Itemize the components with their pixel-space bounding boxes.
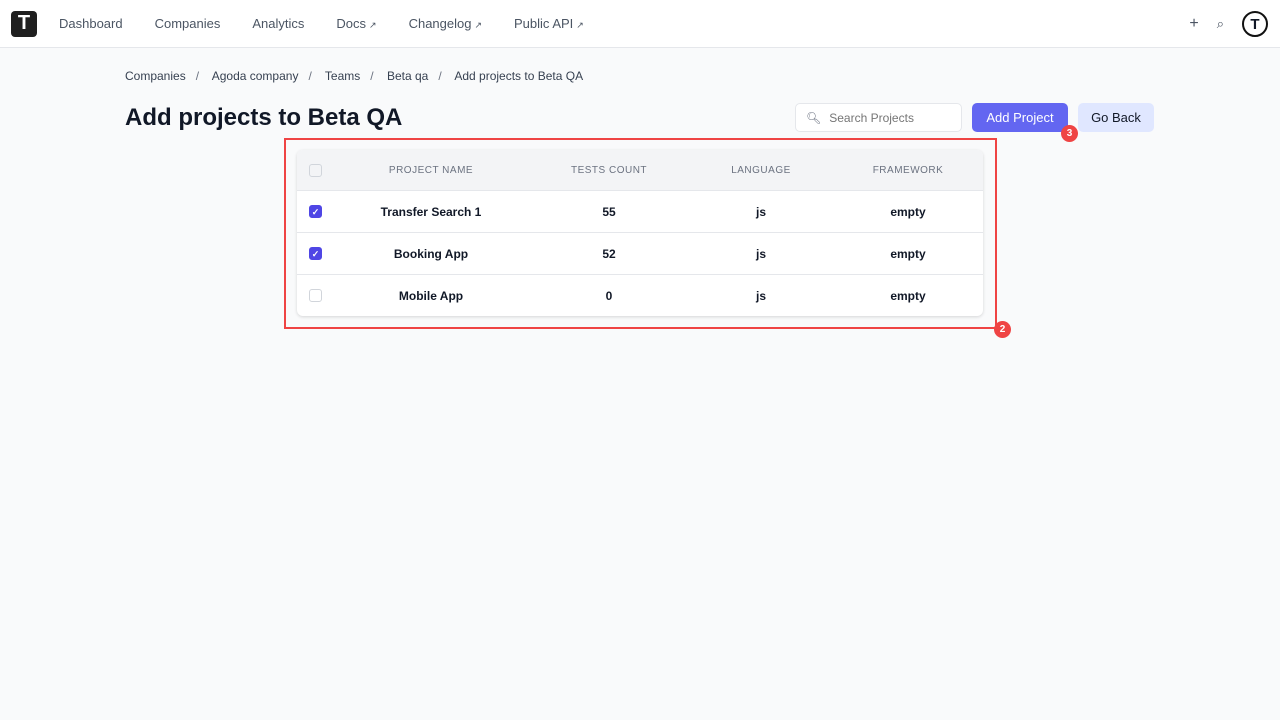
breadcrumb-item[interactable]: Companies xyxy=(125,69,186,83)
breadcrumb-item[interactable]: Beta qa xyxy=(386,69,429,83)
projects-table: PROJECT NAME TESTS COUNT LANGUAGE FRAMEW… xyxy=(297,150,983,316)
tests-count: 52 xyxy=(602,246,616,261)
breadcrumb-item[interactable]: Agoda company xyxy=(211,69,299,83)
search-icon: 🔍︎ xyxy=(806,110,822,125)
annotation-badge: 2 xyxy=(994,321,1011,338)
breadcrumb: Companies / Agoda company / Teams / Beta qa… xyxy=(125,69,584,83)
external-link-icon: ↗ xyxy=(474,20,483,30)
nav-changelog[interactable]: Changelog ↗ xyxy=(409,16,482,31)
header-language[interactable]: LANGUAGE xyxy=(731,164,791,176)
nav-label: Dashboard xyxy=(59,16,123,31)
project-name: Transfer Search 1 xyxy=(380,204,482,219)
table-header: PROJECT NAME TESTS COUNT LANGUAGE FRAMEW… xyxy=(297,150,983,190)
notification-icon[interactable]: ⌕ xyxy=(1216,16,1224,31)
search-box[interactable]: 🔍︎ xyxy=(795,103,962,132)
external-link-icon: ↗ xyxy=(576,20,584,30)
breadcrumb-current: Add projects to Beta QA xyxy=(454,69,584,83)
add-project-button[interactable]: Add Project xyxy=(972,103,1068,132)
header-framework[interactable]: FRAMEWORK xyxy=(872,164,944,176)
language: js xyxy=(755,204,766,219)
language: js xyxy=(755,246,766,261)
tests-count: 0 xyxy=(605,288,613,303)
tests-count: 55 xyxy=(602,204,616,219)
breadcrumb-item[interactable]: Teams xyxy=(324,69,361,83)
header-project-name[interactable]: PROJECT NAME xyxy=(388,164,474,176)
row-checkbox[interactable]: ✓ xyxy=(309,205,322,218)
project-name: Mobile App xyxy=(398,288,464,303)
nav-label: Companies xyxy=(154,16,221,31)
table-row[interactable]: Mobile App 0 js empty xyxy=(297,274,983,316)
framework: empty xyxy=(890,246,926,261)
nav-docs[interactable]: Docs ↗ xyxy=(336,16,376,31)
row-checkbox[interactable]: ✓ xyxy=(309,247,322,260)
logo[interactable]: T xyxy=(11,10,37,37)
table-row[interactable]: ✓ Transfer Search 1 55 js empty xyxy=(297,190,983,232)
language: js xyxy=(755,288,766,303)
go-back-button[interactable]: Go Back xyxy=(1078,103,1154,132)
page-title: Add projects to Beta QA xyxy=(125,104,403,131)
annotation-badge: 3 xyxy=(1061,125,1078,142)
nav-dashboard[interactable]: Dashboard xyxy=(59,16,123,31)
nav-label: Changelog xyxy=(408,16,472,31)
nav-label: Analytics xyxy=(252,16,305,31)
nav-analytics[interactable]: Analytics xyxy=(252,16,304,31)
project-name: Booking App xyxy=(393,246,469,261)
framework: empty xyxy=(890,288,926,303)
plus-icon[interactable]: + xyxy=(1189,15,1199,32)
framework: empty xyxy=(890,204,926,219)
row-checkbox[interactable] xyxy=(309,289,322,302)
table-row[interactable]: ✓ Booking App 52 js empty xyxy=(297,232,983,274)
avatar[interactable]: T xyxy=(1242,11,1268,37)
top-nav: T Dashboard Companies Analytics Docs ↗ Ch… xyxy=(0,0,1280,48)
search-input[interactable] xyxy=(829,110,950,125)
select-all-checkbox[interactable] xyxy=(309,163,322,177)
nav-companies[interactable]: Companies xyxy=(155,16,221,31)
nav-public-api[interactable]: Public API ↗ xyxy=(514,16,584,31)
nav-label: Docs xyxy=(336,16,367,31)
nav-label: Public API xyxy=(514,16,574,31)
external-link-icon: ↗ xyxy=(369,20,377,30)
header-tests-count[interactable]: TESTS COUNT xyxy=(570,164,648,176)
